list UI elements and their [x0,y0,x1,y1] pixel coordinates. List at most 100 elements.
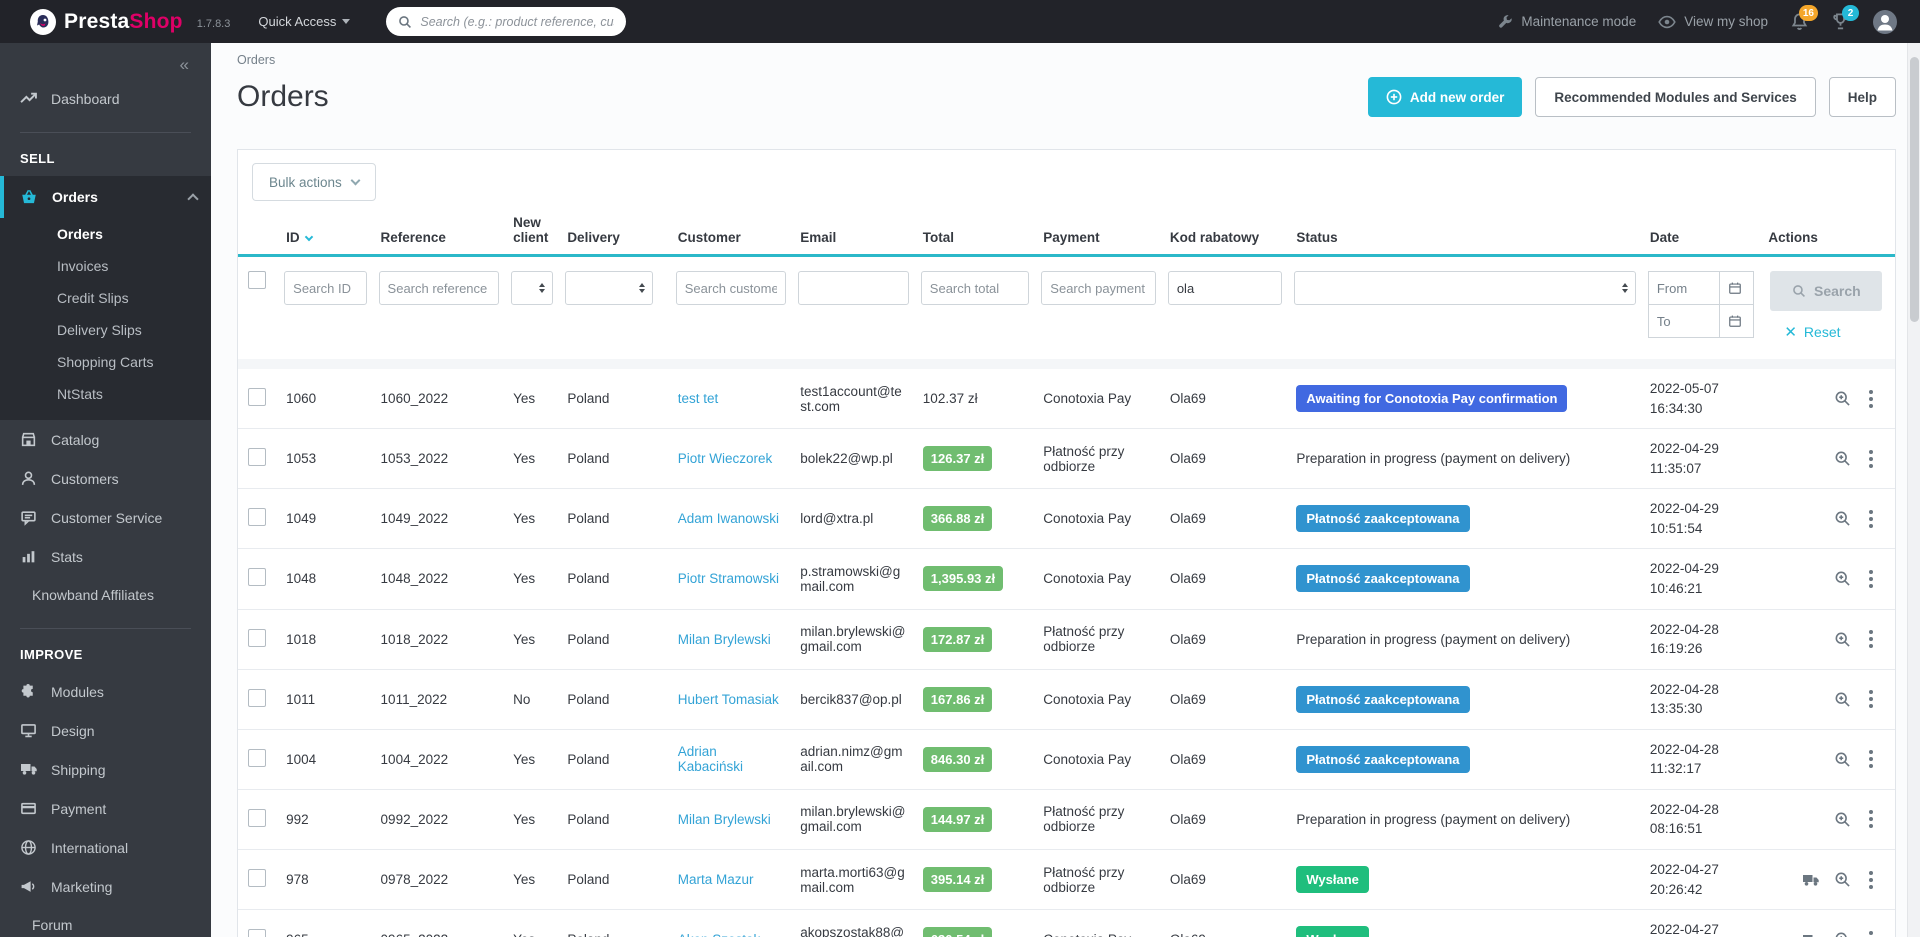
row-menu-button[interactable] [1865,808,1877,830]
sidebar-item-international[interactable]: International [0,828,211,867]
row-checkbox[interactable] [248,388,266,407]
sidebar-item-orders[interactable]: Orders [0,176,211,218]
scrollbar-thumb[interactable] [1910,57,1919,322]
customer-link[interactable]: Milan Brylewski [677,811,771,827]
customer-link[interactable]: Piotr Wieczorek [677,451,773,467]
sidebar-collapse-button[interactable]: « [179,55,189,74]
sidebar-item-stats[interactable]: Stats [0,537,211,576]
customer-link[interactable]: Akop Szostak [678,932,761,937]
sidebar-subitem-invoices[interactable]: Invoices [57,258,109,274]
sidebar-item-catalog[interactable]: Catalog [0,420,211,459]
row-menu-button[interactable] [1865,508,1877,530]
sidebar-subitem-credit-slips[interactable]: Credit Slips [57,290,129,306]
sidebar-subitem-delivery-slips[interactable]: Delivery Slips [57,322,142,338]
global-search-input[interactable] [420,14,615,29]
filter-reset-button[interactable]: ✕ Reset [1770,323,1840,341]
filter-email-input[interactable] [798,271,909,305]
sidebar-item-modules[interactable]: Modules [0,672,211,711]
sidebar-item-design[interactable]: Design [0,711,211,750]
row-checkbox[interactable] [248,568,266,587]
customer-link[interactable]: Adam Iwanowski [677,511,780,527]
sidebar-item-dashboard[interactable]: Dashboard [0,79,211,118]
filter-discount-code-input[interactable] [1167,271,1283,305]
row-menu-button[interactable] [1865,568,1877,590]
add-new-order-button[interactable]: Add new order [1367,77,1523,117]
view-order-button[interactable] [1834,751,1851,768]
row-checkbox[interactable] [248,688,266,707]
customer-link[interactable]: Adrian Kabaciński [677,744,744,775]
view-order-button[interactable] [1834,570,1851,587]
column-header-id[interactable]: ID [278,211,373,257]
view-order-button[interactable] [1834,390,1851,407]
row-checkbox[interactable] [248,869,266,888]
view-order-button[interactable] [1834,631,1851,648]
column-header-new-client[interactable]: New client [505,211,560,257]
column-header-payment[interactable]: Payment [1035,211,1162,257]
view-order-button[interactable] [1834,871,1851,888]
sidebar-item-shipping[interactable]: Shipping [0,750,211,789]
filter-new-client-select[interactable] [511,271,554,305]
column-header-customer[interactable]: Customer [669,211,793,257]
row-checkbox[interactable] [248,508,266,527]
row-menu-button[interactable] [1865,869,1877,891]
row-menu-button[interactable] [1865,688,1877,710]
customer-link[interactable]: Piotr Stramowski [677,571,780,587]
maintenance-mode-indicator[interactable]: Maintenance mode [1497,14,1636,30]
quick-access-menu[interactable]: Quick Access [258,14,351,29]
view-order-button[interactable] [1834,811,1851,828]
sidebar-item-customer-service[interactable]: Customer Service [0,498,211,537]
sidebar-subitem-shopping-carts[interactable]: Shopping Carts [57,354,154,370]
view-order-button[interactable] [1834,931,1851,937]
row-menu-button[interactable] [1865,748,1877,770]
filter-reference-input[interactable] [378,271,500,305]
row-checkbox[interactable] [248,748,266,767]
calendar-icon[interactable] [1718,305,1751,337]
view-order-button[interactable] [1834,510,1851,527]
filter-status-select[interactable] [1294,271,1636,305]
row-menu-button[interactable] [1865,628,1877,650]
filter-search-button[interactable]: Search [1770,271,1883,311]
recommended-modules-button[interactable]: Recommended Modules and Services [1535,77,1816,117]
column-header-reference[interactable]: Reference [372,211,506,257]
sidebar-item-customers[interactable]: Customers [0,459,211,498]
filter-total-input[interactable] [920,271,1030,305]
customer-link[interactable]: test tet [677,391,719,407]
row-menu-button[interactable] [1865,929,1877,937]
customer-link[interactable]: Milan Brylewski [677,631,771,647]
filter-delivery-select[interactable] [565,271,654,305]
filter-customer-input[interactable] [675,271,787,305]
sidebar-subitem-orders[interactable]: Orders [57,226,103,242]
row-menu-button[interactable] [1865,448,1877,470]
row-checkbox[interactable] [248,628,266,647]
view-order-button[interactable] [1834,691,1851,708]
view-my-shop-link[interactable]: View my shop [1658,14,1768,29]
column-header-total[interactable]: Total [914,211,1036,257]
column-header-date[interactable]: Date [1641,211,1761,257]
achievements-button[interactable]: 2 [1831,5,1859,31]
sidebar-item-marketing[interactable]: Marketing [0,867,211,906]
calendar-icon[interactable] [1718,272,1751,304]
profile-avatar[interactable] [1872,9,1898,35]
sidebar-subitem-ntstats[interactable]: NtStats [57,386,103,402]
notifications-button[interactable]: 16 [1790,5,1818,31]
sidebar-item-payment[interactable]: Payment [0,789,211,828]
help-button[interactable]: Help [1828,77,1896,117]
shipping-action-button[interactable] [1802,932,1820,937]
column-header-status[interactable]: Status [1288,211,1642,257]
shipping-action-button[interactable] [1802,872,1820,888]
row-checkbox[interactable] [248,808,266,827]
bulk-actions-button[interactable]: Bulk actions [252,163,376,201]
select-all-checkbox[interactable] [248,271,266,289]
column-header-email[interactable]: Email [792,211,915,257]
prestashop-logo[interactable]: PrestaShop 1.7.8.3 [30,8,230,35]
vertical-scrollbar[interactable] [1907,43,1920,937]
customer-link[interactable]: Marta Mazur [677,872,754,888]
view-order-button[interactable] [1834,450,1851,467]
column-header-delivery[interactable]: Delivery [559,211,670,257]
column-header-discount-code[interactable]: Kod rabatowy [1161,211,1289,257]
filter-payment-input[interactable] [1041,271,1156,305]
row-checkbox[interactable] [248,448,266,467]
row-checkbox[interactable] [248,929,266,937]
filter-date-from-input[interactable] [1648,272,1719,304]
sidebar-item-knowband-affiliates[interactable]: Knowband Affiliates [0,576,211,614]
